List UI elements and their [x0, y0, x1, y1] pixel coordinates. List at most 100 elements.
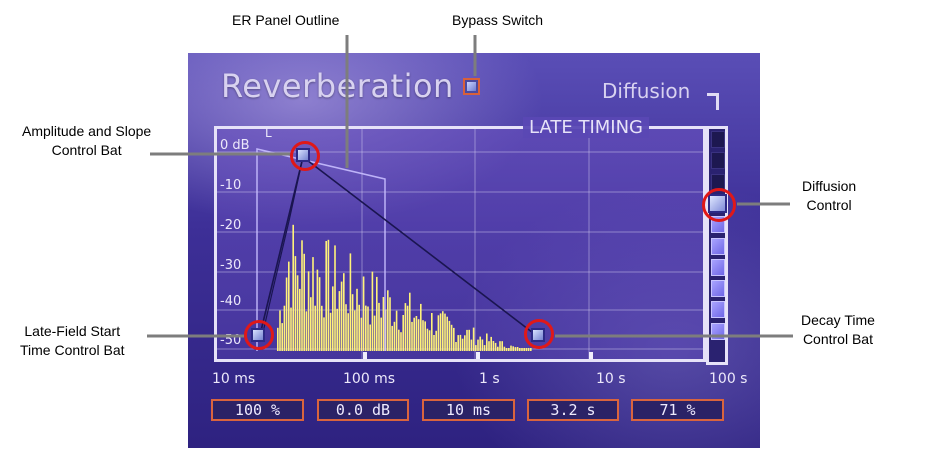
spectrum-bar: [472, 327, 475, 351]
spectrum-bar: [521, 348, 523, 351]
spectrum-bar: [290, 307, 292, 351]
value-amplitude[interactable]: 0.0 dB: [317, 399, 409, 421]
x-tick-0: [363, 352, 367, 359]
spectrum-bar: [336, 308, 338, 351]
spectrum-bar: [343, 273, 345, 351]
spectrum-bar: [354, 310, 356, 351]
spectrum-bar: [505, 348, 508, 351]
x-label-100s: 100 s: [709, 371, 748, 387]
spectrum-bar: [356, 288, 358, 351]
spectrum-bar: [307, 271, 310, 351]
spectrum-bar: [351, 294, 354, 351]
spectrum-bar: [360, 317, 363, 351]
spectrum-bar: [325, 241, 327, 351]
spectrum-bar: [527, 348, 530, 351]
spectrum-bar: [329, 312, 332, 351]
diffusion-cell: [711, 301, 725, 319]
value-diffusion[interactable]: 71 %: [631, 399, 724, 421]
spectrum-bar: [444, 313, 446, 351]
value-start-time[interactable]: 10 ms: [422, 399, 515, 421]
spectrum-bar: [508, 348, 510, 351]
spectrum-bar: [435, 330, 437, 351]
spectrum-bar: [402, 315, 404, 351]
highlight-ring-decay: [524, 319, 554, 349]
spectrum-bar: [442, 311, 444, 351]
spectrum-bar: [428, 330, 431, 351]
callout-amplitude: Amplitude and Slope Control Bat: [22, 123, 152, 158]
spectrum-bar: [453, 327, 455, 351]
spectrum-bar: [470, 339, 473, 351]
spectrum-bar: [380, 317, 382, 351]
spectrum-bar: [446, 316, 448, 351]
x-label-10ms: 10 ms: [212, 371, 256, 387]
spectrum-bar: [409, 292, 411, 351]
diffusion-label: Diffusion: [602, 79, 691, 103]
spectrum-bar: [358, 304, 360, 351]
spectrum-bar: [406, 305, 409, 351]
spectrum-bar: [395, 310, 398, 351]
spectrum-bar: [362, 276, 365, 351]
spectrum-bar: [349, 253, 352, 351]
spectrum-bar: [490, 336, 492, 351]
spectrum-bar: [481, 339, 484, 351]
diffusion-cell: [711, 131, 725, 148]
spectrum-bar: [387, 290, 389, 351]
spectrum-bar: [499, 341, 501, 351]
spectrum-bar: [299, 288, 301, 351]
highlight-ring-amplitude: [290, 141, 320, 171]
spectrum-bar: [389, 297, 391, 351]
callout-decay-time: Decay Time Control Bat: [801, 312, 875, 347]
spectrum-bar: [281, 323, 283, 351]
spectrum-bar: [411, 321, 413, 351]
spectrum-bar: [376, 276, 378, 351]
spectrum-bar: [338, 291, 341, 351]
spectrum-bar: [514, 347, 517, 351]
diffusion-cell: [711, 237, 725, 255]
spectrum-bar: [303, 253, 305, 351]
spectrum-bar: [510, 345, 512, 351]
spectrum-bar: [277, 327, 279, 351]
value-decay-time[interactable]: 3.2 s: [527, 399, 619, 421]
decay-line: [302, 156, 542, 340]
y-label-0db: 0 dB: [220, 138, 250, 153]
x-label-1s: 1 s: [479, 371, 500, 387]
diffusion-cell: [711, 152, 725, 170]
highlight-ring-diffusion: [702, 188, 736, 222]
value-diffusion-early[interactable]: 100 %: [211, 399, 304, 421]
spectrum-bar: [417, 319, 420, 351]
spectrum-bar: [497, 346, 499, 351]
er-panel-outline: [256, 148, 386, 351]
spectrum-bar: [345, 304, 347, 351]
spectrum-bar: [323, 317, 325, 351]
spectrum-bar: [448, 320, 451, 351]
x-label-100ms: 100 ms: [343, 371, 396, 387]
spectrum-bar: [334, 245, 336, 351]
diffusion-cell: [711, 258, 725, 276]
bypass-switch[interactable]: [463, 78, 480, 95]
x-tick-1: [476, 352, 480, 359]
spectrum-bar: [516, 347, 519, 351]
spectrum-bar: [494, 342, 497, 351]
panel-title: Reverberation: [221, 67, 454, 105]
spectrum-bar: [373, 315, 376, 351]
spectrum-bar: [371, 271, 374, 351]
spectrum-bar: [292, 224, 294, 351]
spectrum-bar: [332, 286, 334, 351]
spectrum-bar: [466, 329, 468, 351]
spectrum-bar: [310, 297, 312, 351]
spectrum-bar: [486, 333, 488, 351]
spectrum-bar: [365, 305, 367, 351]
spectrum-bar: [283, 305, 286, 351]
er-marker: L: [265, 126, 272, 140]
spectrum-bar: [519, 348, 521, 351]
spectrum-bar: [479, 336, 481, 351]
callout-late-field: Late-Field Start Time Control Bat: [20, 323, 125, 358]
spectrum-bar: [301, 240, 303, 351]
spectrum-bar: [426, 328, 429, 351]
highlight-ring-late-field: [244, 320, 274, 350]
spectrum-bar: [461, 338, 464, 351]
y-label-30: -30: [220, 258, 242, 273]
spectrum-bar: [420, 303, 422, 351]
spectrum-bar: [483, 345, 486, 351]
callout-diffusion-control: Diffusion Control: [802, 178, 857, 213]
